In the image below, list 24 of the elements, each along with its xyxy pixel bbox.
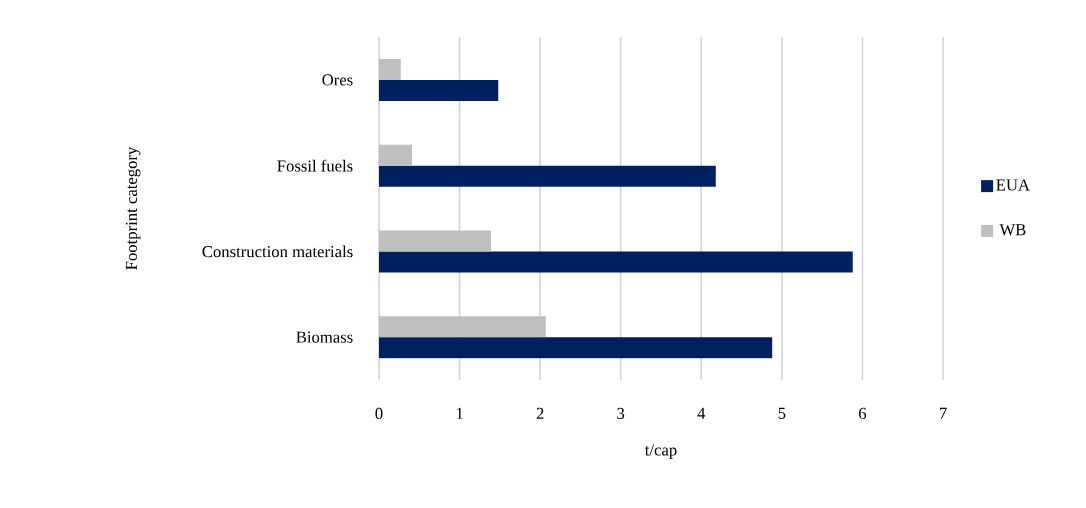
- bar: [379, 79, 499, 101]
- x-tick-label: 7: [939, 407, 947, 419]
- y-tick-label: Biomass: [296, 331, 353, 343]
- x-axis-title: t/cap: [644, 444, 677, 459]
- bar: [379, 316, 546, 338]
- bar: [379, 230, 491, 252]
- y-axis-title: Footprint category: [125, 146, 141, 270]
- bar: [379, 58, 401, 80]
- x-tick-label: 0: [375, 407, 383, 420]
- x-tick-label: 5: [778, 407, 786, 419]
- y-tick-label: Construction materials: [202, 245, 353, 258]
- bar: [379, 165, 716, 187]
- x-tick-label: 3: [617, 407, 625, 420]
- legend-label: WB: [999, 224, 1026, 236]
- x-tick-label: 2: [536, 407, 544, 419]
- y-tick-label: Ores: [322, 74, 353, 86]
- bar: [379, 144, 413, 166]
- legend-label: EUA: [996, 179, 1030, 191]
- x-tick-label: 6: [858, 407, 867, 420]
- x-tick-label: 1: [456, 407, 463, 419]
- bar: [379, 337, 773, 359]
- y-tick-label: Fossil fuels: [277, 159, 353, 172]
- bar: [379, 251, 853, 273]
- x-tick-label: 4: [697, 407, 706, 419]
